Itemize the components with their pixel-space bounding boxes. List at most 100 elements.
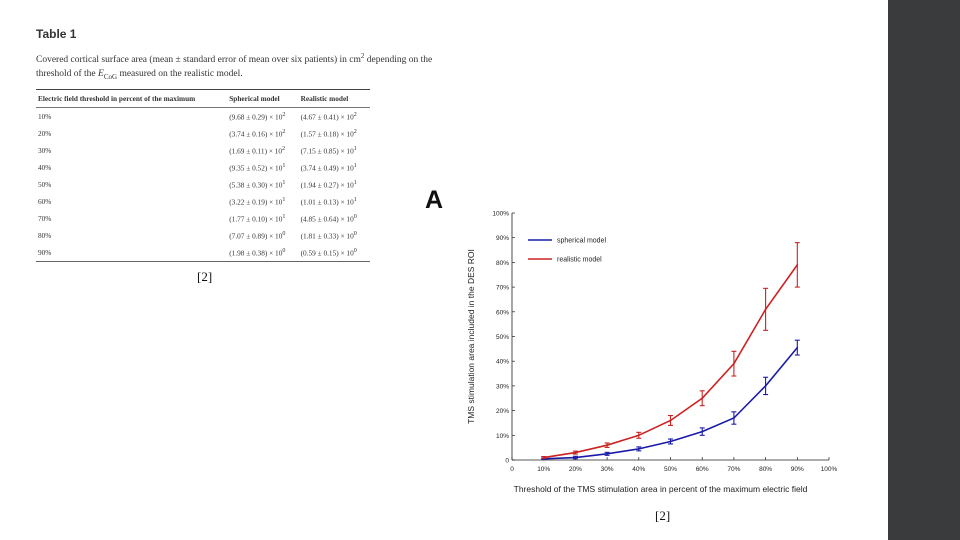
caption-part3: measured on the realistic model.: [117, 69, 243, 80]
realistic-cell-value: (1.01 ± 0.13) × 10: [300, 197, 354, 207]
spherical-cell-value: (1.98 ± 0.38) × 10: [229, 248, 283, 258]
realistic-cell-exponent: 2: [353, 111, 357, 118]
y-tick-label: 20%: [496, 408, 509, 415]
threshold-cell: 10%: [36, 108, 227, 126]
x-tick-label: 0: [510, 466, 514, 473]
y-tick-label: 0: [505, 458, 509, 465]
realistic-cell: (3.74 ± 0.49) × 101: [299, 159, 370, 176]
x-tick-label: 70%: [727, 466, 740, 473]
realistic-cell-value: (4.85 ± 0.64) × 10: [300, 214, 354, 224]
spherical-cell: (9.68 ± 0.29) × 102: [227, 108, 298, 126]
data-point: [733, 417, 735, 419]
realistic-cell-exponent: 0: [353, 230, 357, 237]
threshold-cell: 60%: [36, 193, 227, 210]
data-point: [701, 397, 704, 400]
x-tick-label: 40%: [632, 466, 645, 473]
y-tick-label: 70%: [496, 285, 509, 292]
line-chart: 0 10% 20% 30% 40% 50% 60% 70% 80% 90% 100% 0 10% 20% 3…: [466, 211, 838, 495]
realistic-cell-exponent: 0: [353, 247, 357, 254]
table-row: 10% (9.68 ± 0.29) × 102 (4.67 ± 0.41) × 10…: [36, 108, 370, 126]
x-tick-label: 20%: [569, 466, 582, 473]
threshold-cell-value: 80%: [38, 231, 52, 240]
x-tick-label: 10%: [537, 466, 550, 473]
spherical-cell: (7.07 ± 0.89) × 100: [227, 227, 298, 244]
realistic-cell-value: (3.74 ± 0.49) × 10: [300, 163, 354, 173]
y-tick-label: 50%: [496, 334, 509, 341]
realistic-cell: (1.81 ± 0.33) × 100: [299, 227, 370, 244]
table-header-row: Electric field threshold in percent of t…: [36, 89, 370, 108]
spherical-cell: (9.35 ± 0.52) × 101: [227, 159, 298, 176]
threshold-cell-value: 10%: [38, 112, 52, 121]
y-tick-label: 100%: [492, 211, 509, 218]
spherical-cell: (5.38 ± 0.30) × 101: [227, 176, 298, 193]
spherical-cell-value: (7.07 ± 0.89) × 10: [229, 231, 283, 241]
spherical-cell-exponent: 2: [282, 111, 286, 118]
y-tick-label: 10%: [496, 433, 509, 440]
table-caption: Covered cortical surface area (mean ± st…: [36, 49, 456, 84]
data-point: [733, 362, 735, 365]
x-tick-label: 80%: [759, 466, 772, 473]
header-spherical: Spherical model: [229, 94, 280, 103]
table-title: Table 1: [36, 27, 77, 41]
spherical-cell: (3.74 ± 0.16) × 102: [227, 125, 298, 142]
header-realistic: Realistic model: [300, 94, 349, 103]
data-table: Electric field threshold in percent of t…: [36, 89, 370, 262]
threshold-cell: 50%: [36, 176, 227, 193]
spherical-cell-value: (3.74 ± 0.16) × 10: [229, 129, 283, 139]
spherical-cell-exponent: 1: [282, 162, 286, 169]
data-point: [574, 456, 577, 459]
realistic-cell-value: (4.67 ± 0.41) × 10: [300, 112, 354, 122]
y-tick-label: 90%: [496, 235, 509, 242]
spherical-cell-value: (3.22 ± 0.19) × 10: [229, 197, 283, 207]
legend-label-0: spherical model: [557, 238, 606, 245]
caption-sub: CoG: [103, 73, 118, 82]
threshold-cell: 80%: [36, 227, 227, 244]
threshold-cell-value: 30%: [38, 146, 52, 155]
header-threshold: Electric field threshold in percent of t…: [38, 94, 196, 103]
y-tick-label: 30%: [496, 383, 509, 390]
realistic-cell: (4.67 ± 0.41) × 102: [299, 108, 370, 126]
threshold-cell-value: 60%: [38, 197, 52, 206]
x-tick-label: 60%: [696, 466, 709, 473]
x-axis-label: Threshold of the TMS stimulation area in…: [514, 484, 808, 494]
table-row: 40% (9.35 ± 0.52) × 101 (3.74 ± 0.49) × 10…: [36, 159, 370, 176]
threshold-cell-value: 40%: [38, 163, 52, 172]
realistic-cell-value: (0.59 ± 0.15) × 10: [300, 248, 354, 258]
data-point: [669, 419, 672, 422]
realistic-cell: (0.59 ± 0.15) × 100: [299, 244, 370, 262]
spherical-cell-value: (1.69 ± 0.11) × 10: [229, 146, 283, 156]
spherical-cell-exponent: 1: [282, 179, 286, 186]
x-tick-label: 30%: [601, 466, 614, 473]
realistic-cell: (7.15 ± 0.85) × 101: [299, 142, 370, 159]
data-point: [606, 444, 608, 447]
presentation-sidebar: [888, 0, 960, 540]
data-point: [764, 308, 767, 311]
threshold-cell-value: 50%: [38, 180, 52, 189]
spherical-cell-value: (1.77 ± 0.10) × 10: [229, 214, 283, 224]
spherical-cell: (1.69 ± 0.11) × 102: [227, 142, 298, 159]
data-point: [637, 447, 640, 450]
data-point: [637, 434, 640, 437]
realistic-cell: (4.85 ± 0.64) × 100: [299, 210, 370, 227]
table-row: 70% (1.77 ± 0.10) × 101 (4.85 ± 0.64) × 10…: [36, 210, 370, 227]
table-row: 50% (5.38 ± 0.30) × 101 (1.94 ± 0.27) × 10…: [36, 176, 370, 193]
panel-letter: A: [425, 186, 444, 214]
spherical-cell-value: (5.38 ± 0.30) × 10: [229, 180, 283, 190]
data-point: [669, 440, 672, 443]
table-reference: [2]: [197, 269, 213, 284]
chart-reference: [2]: [655, 508, 671, 523]
y-axis-label: TMS stimulation area included in the DES…: [466, 249, 476, 424]
spherical-cell-exponent: 0: [282, 230, 286, 237]
spherical-cell: (1.98 ± 0.38) × 100: [227, 244, 298, 262]
realistic-cell-exponent: 1: [353, 162, 357, 169]
threshold-cell-value: 90%: [38, 248, 52, 257]
table-row: 30% (1.69 ± 0.11) × 102 (7.15 ± 0.85) × 10…: [36, 142, 370, 159]
data-point: [574, 451, 577, 454]
realistic-cell-exponent: 1: [353, 145, 357, 152]
realistic-cell-value: (1.81 ± 0.33) × 10: [300, 231, 354, 241]
spherical-cell-exponent: 2: [282, 128, 286, 135]
realistic-cell-exponent: 0: [353, 213, 357, 220]
caption-exp: 2: [360, 52, 365, 60]
spherical-cell: (1.77 ± 0.10) × 101: [227, 210, 298, 227]
legend-label-1: realistic model: [557, 257, 602, 264]
